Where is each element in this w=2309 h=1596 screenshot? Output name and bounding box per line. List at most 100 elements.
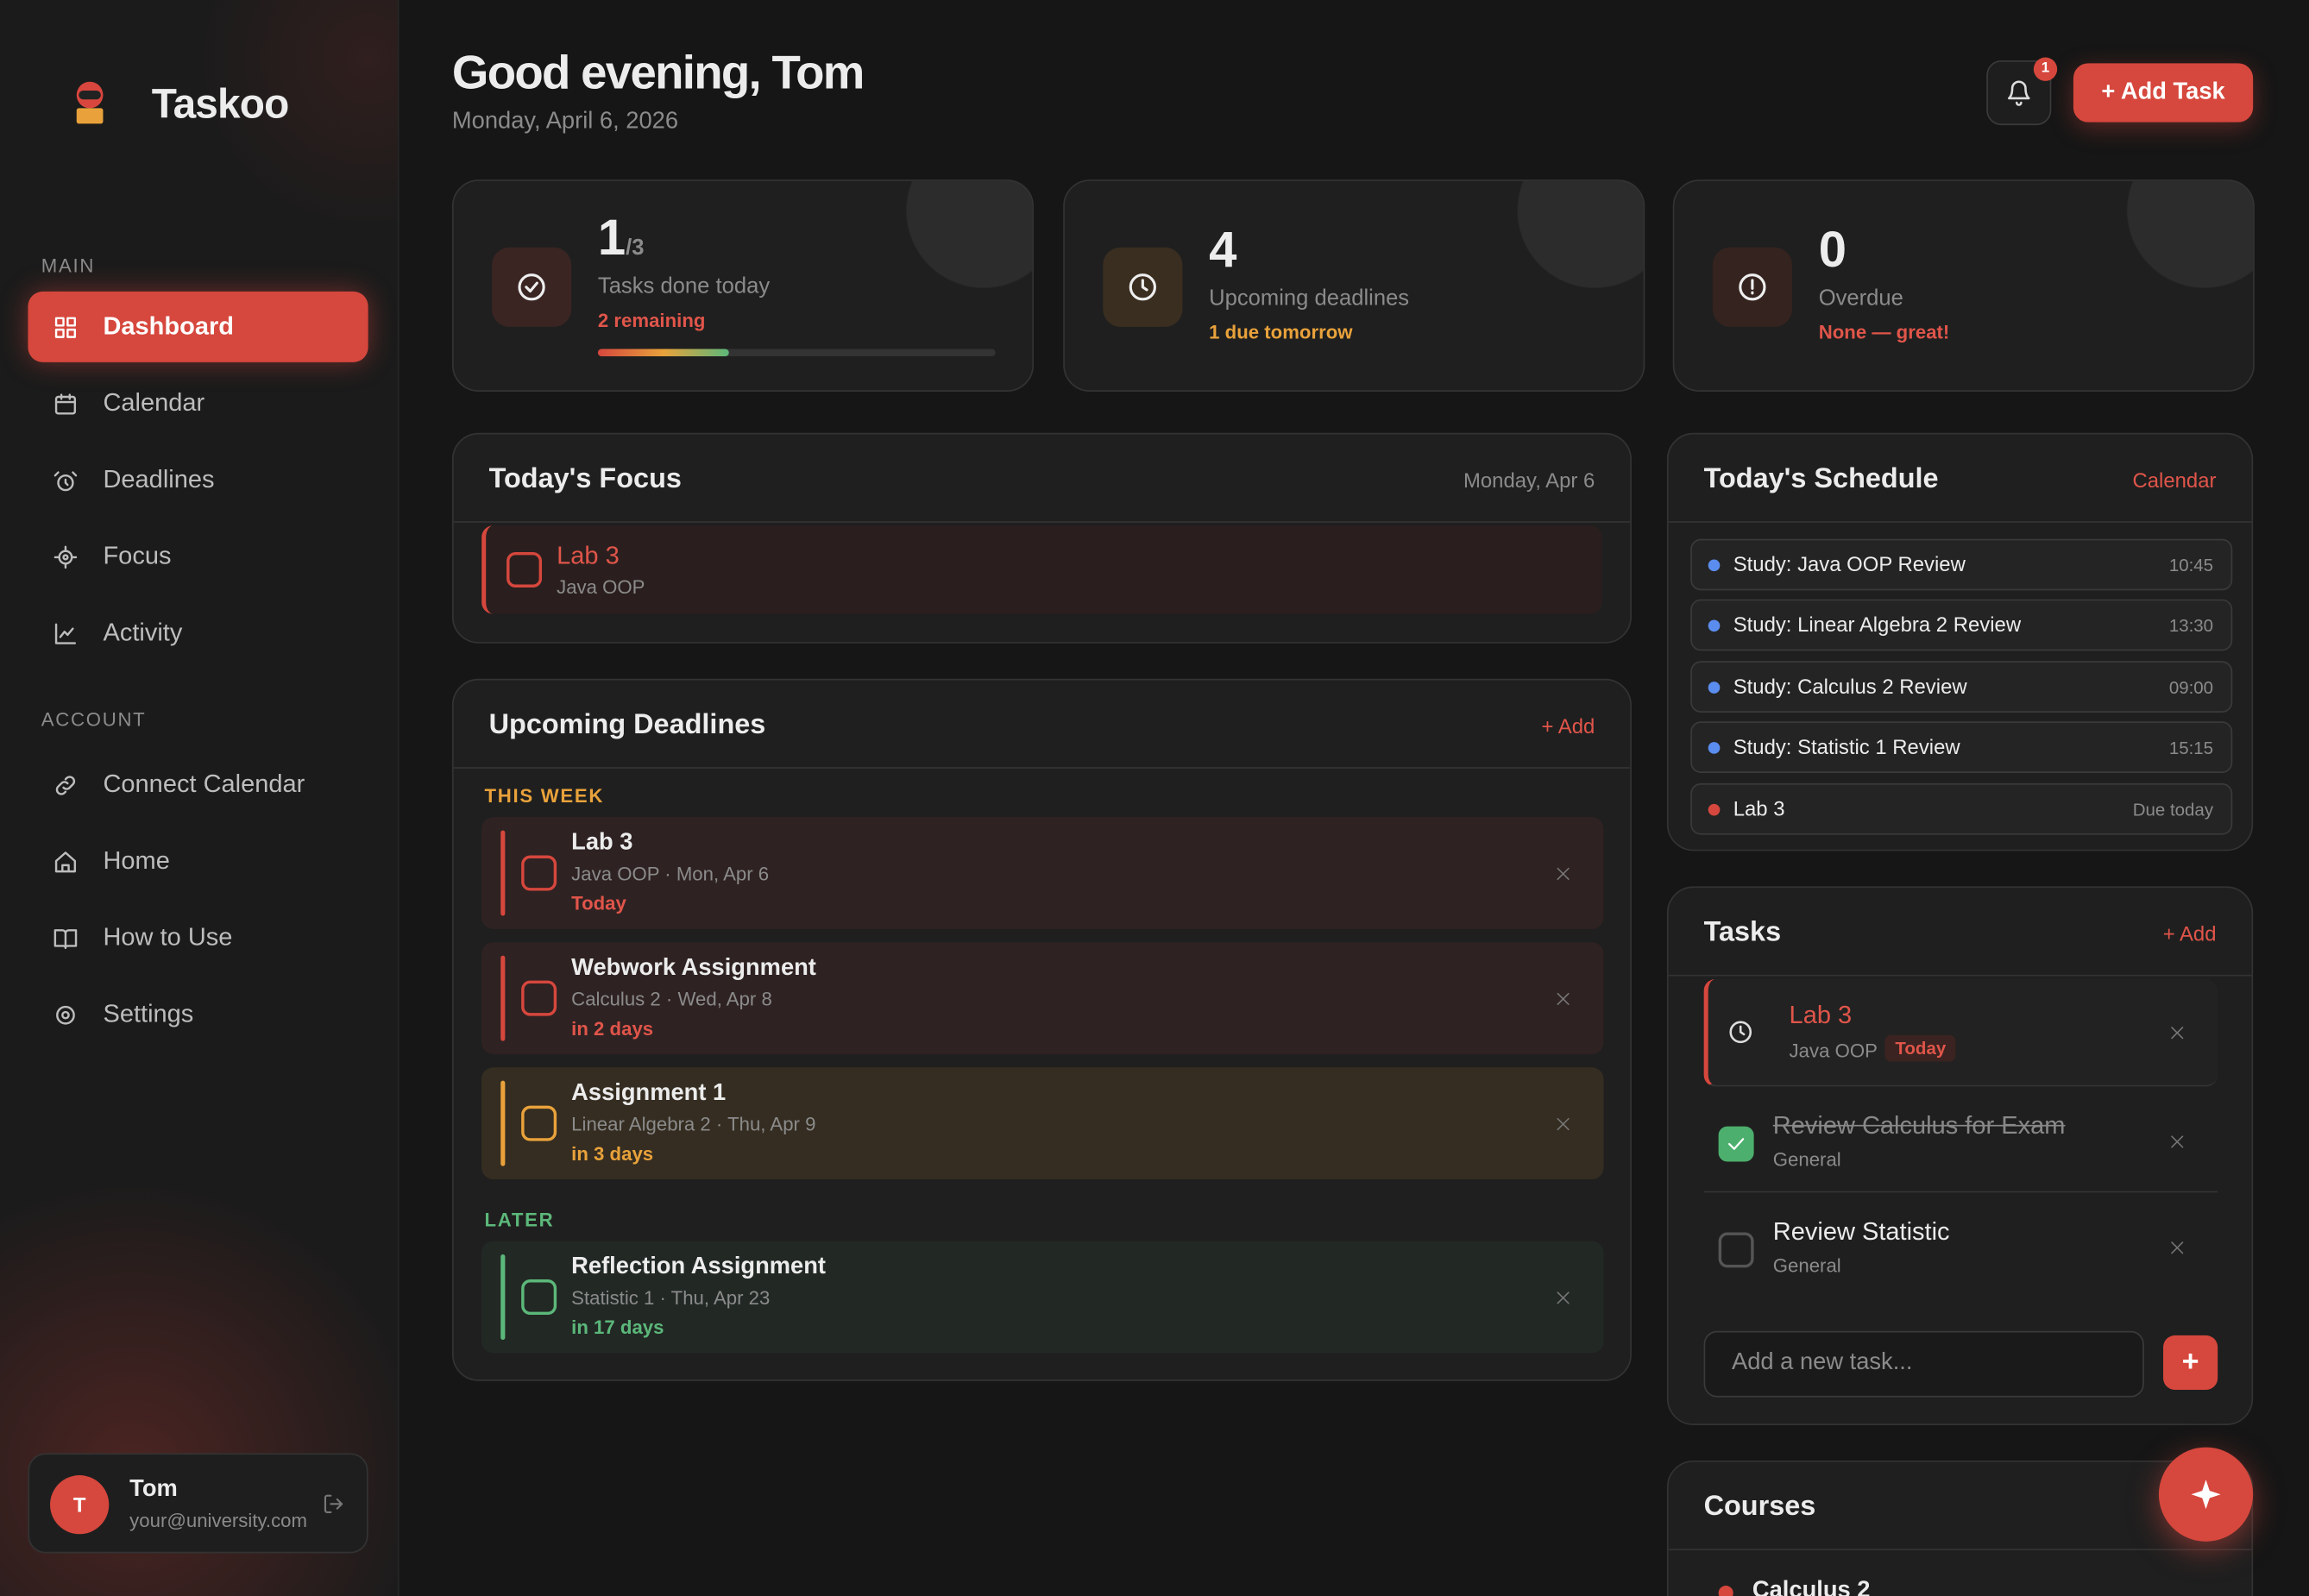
nav-item[interactable]: Home (28, 826, 368, 896)
card-title: Courses (1703, 1491, 1816, 1523)
nav-label: Settings (103, 999, 194, 1028)
deadline-accent (500, 1254, 506, 1341)
icon-part (1141, 279, 1148, 292)
icon-part (79, 90, 101, 100)
stat-value: 4 (1209, 222, 1237, 279)
logo (76, 81, 104, 124)
bell-icon (2007, 80, 2030, 106)
deadline-group-label: THIS WEEK (484, 784, 605, 807)
nav-label: Deadlines (103, 465, 215, 493)
deadlines-card: Upcoming Deadlines + Add THIS WEEK Lab 3 Jav… (451, 678, 1632, 1381)
card-action[interactable]: + Add (1541, 713, 1595, 738)
deadline-meta: Linear Algebra 2 · Thu, Apr 9 (571, 1113, 816, 1135)
notifications-button[interactable]: 1 (1986, 57, 2058, 126)
deadline-title: Assignment 1 (571, 1080, 727, 1106)
schedule-time: 15:15 (2168, 738, 2214, 758)
icon-part (518, 273, 545, 301)
nav-item[interactable]: Calendar (28, 368, 368, 439)
nav-icon (53, 470, 78, 491)
nav-label: Home (103, 846, 170, 875)
nav-item[interactable]: Focus (28, 521, 368, 592)
task-item: Lab 3 Java OOP Today (1703, 978, 2218, 1087)
icon-part (1557, 867, 1570, 880)
nav-item[interactable]: Activity (28, 598, 368, 669)
nav-item[interactable]: Deadlines (28, 444, 368, 515)
courses-card: Courses Calculus 2 (1666, 1460, 2254, 1596)
schedule-item: Study: Linear Algebra 2 Review 13:30 (1690, 599, 2233, 651)
checkbox[interactable] (1718, 1232, 1754, 1268)
card-action[interactable]: + Add (2162, 921, 2217, 946)
nav-label: How to Use (103, 923, 233, 952)
schedule-dot (1708, 742, 1721, 754)
schedule-item: Study: Calculus 2 Review 09:00 (1690, 661, 2233, 713)
stat-icon (518, 273, 545, 301)
remove-icon (2171, 1027, 2184, 1040)
nav-icon (56, 1004, 75, 1024)
icon-part (53, 544, 78, 569)
user-email: your@university.com (129, 1509, 308, 1531)
deadline-meta: Statistic 1 · Thu, Apr 23 (571, 1286, 771, 1310)
checkbox[interactable] (521, 1279, 557, 1316)
task-course: General (1772, 1254, 1841, 1277)
deadline-accent (500, 830, 506, 916)
checkbox[interactable] (521, 980, 557, 1016)
nav-item[interactable]: How to Use (28, 902, 368, 973)
icon-part (66, 328, 77, 337)
icon-part (54, 393, 77, 403)
icon-part (2171, 1135, 2184, 1148)
deadline-due: in 17 days (571, 1316, 664, 1339)
schedule-card: Today's Schedule Calendar Study: Java OOP … (1666, 432, 2254, 851)
remove-icon (1557, 992, 1570, 1005)
new-task-submit[interactable]: + (2163, 1335, 2218, 1391)
task-item: Review Calculus for Exam General (1703, 1091, 2218, 1193)
schedule-title: Study: Statistic 1 Review (1733, 734, 1960, 758)
schedule-item: Study: Java OOP Review 10:45 (1690, 538, 2233, 591)
deadline-due: in 3 days (571, 1142, 654, 1165)
sidebar: Taskoo MAIN Dashboard Calendar Deadlines Focu… (0, 0, 400, 1596)
stat-card: 1/3 Tasks done today 2 remaining (451, 179, 1035, 392)
nav-label: Dashboard (103, 311, 235, 341)
icon-part (2171, 1027, 2184, 1040)
nav-item[interactable]: Dashboard (28, 291, 368, 362)
tasks-card: Tasks + Add Lab 3 Java OOP Today Review Calcu… (1666, 886, 2254, 1426)
header-date: Monday, April 6, 2026 (451, 109, 679, 135)
icon-part (56, 1004, 75, 1024)
course-name: Calculus 2 (1752, 1578, 1871, 1596)
icon-part (55, 775, 76, 795)
icon-part (2171, 1241, 2184, 1254)
new-task-input[interactable]: Add a new task... (1703, 1330, 2144, 1398)
nav-item[interactable]: Connect Calendar (28, 750, 368, 820)
card-action: Monday, Apr 6 (1463, 468, 1595, 493)
nav-icon (53, 544, 78, 569)
checkbox[interactable] (521, 855, 557, 891)
task-title: Review Calculus for Exam (1772, 1111, 2066, 1140)
schedule-time: 13:30 (2168, 615, 2214, 637)
checkbox[interactable] (506, 551, 543, 588)
card-header: Courses (1668, 1462, 2252, 1551)
deadline-title: Webwork Assignment (571, 955, 816, 981)
schedule-dot (1708, 559, 1721, 572)
nav-label: Connect Calendar (103, 770, 305, 798)
icon-part (53, 470, 78, 486)
add-task-button[interactable]: + Add Task (2073, 63, 2254, 123)
deadline-meta: Calculus 2 · Wed, Apr 8 (571, 988, 772, 1010)
remove-icon (2171, 1241, 2184, 1254)
user-card: T Tom your@university.com (28, 1453, 368, 1554)
card-action[interactable]: Calendar (2132, 468, 2217, 493)
remove-icon (2171, 1135, 2184, 1148)
focus-item-course: Java OOP (557, 575, 645, 598)
sparkle-icon (2191, 1480, 2221, 1510)
logout-icon (324, 1494, 343, 1513)
ai-fab[interactable] (2158, 1447, 2254, 1542)
nav-icon (55, 775, 76, 795)
checkbox[interactable] (1718, 1126, 1754, 1162)
checkbox[interactable] (521, 1105, 557, 1141)
remove-icon (1557, 867, 1570, 880)
schedule-time: 10:45 (2168, 555, 2214, 576)
icon-part (2007, 80, 2030, 106)
stat-value-row: 0 (1819, 223, 1847, 280)
deadline-accent (500, 1080, 506, 1166)
stat-label: Upcoming deadlines (1209, 286, 1410, 311)
nav-item[interactable]: Settings (28, 979, 368, 1050)
stat-note: None — great! (1818, 321, 1950, 343)
